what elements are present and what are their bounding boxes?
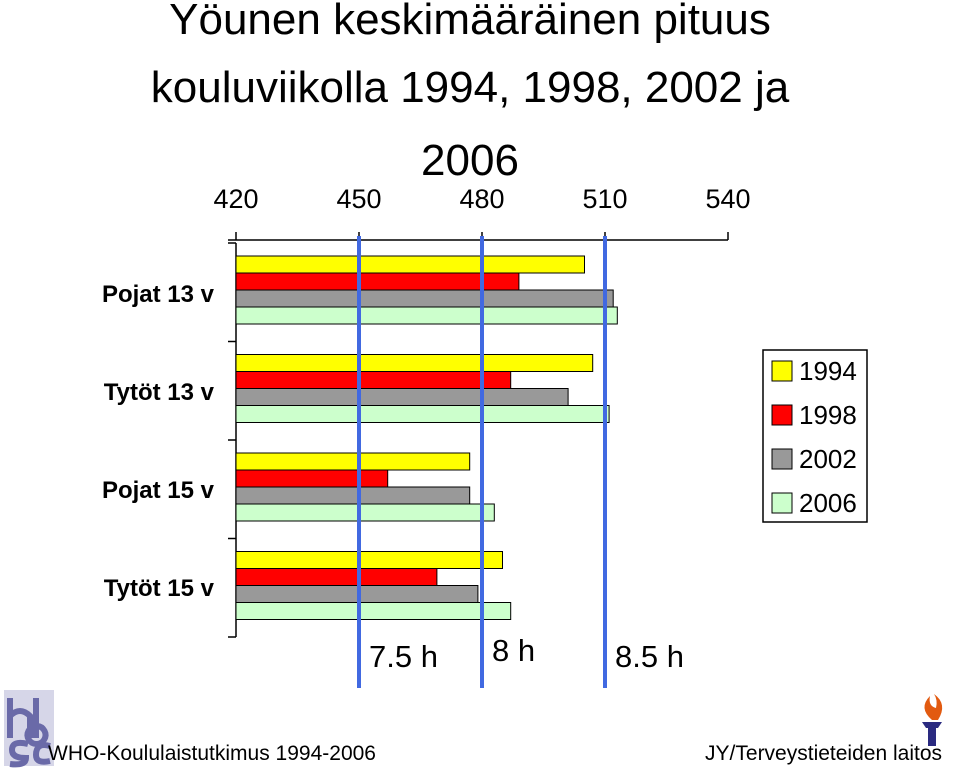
legend: 1994 1998 2002 2006 bbox=[762, 349, 868, 523]
x-tick-label: 450 bbox=[336, 184, 381, 214]
category-label: Tytöt 15 v bbox=[104, 575, 215, 602]
legend-label: 1994 bbox=[799, 356, 857, 386]
x-axis: 420 450 480 510 540 bbox=[213, 184, 751, 241]
title-line-1: Yöunen keskimääräinen pituus bbox=[169, 0, 771, 44]
legend-label: 2006 bbox=[799, 488, 857, 518]
x-tick-label: 420 bbox=[213, 184, 258, 214]
legend-label: 1998 bbox=[799, 400, 857, 430]
category-label: Tytöt 13 v bbox=[104, 379, 215, 406]
reference-label: 7.5 h bbox=[369, 639, 438, 674]
bar-1994-2 bbox=[235, 452, 471, 471]
legend-swatch bbox=[771, 492, 793, 514]
reference-lines: 7.5 h 8 h 8.5 h bbox=[357, 236, 684, 688]
reference-label: 8.5 h bbox=[615, 639, 684, 674]
bar-1998-2 bbox=[235, 469, 389, 488]
title-line-2: kouluviikolla 1994, 1998, 2002 ja bbox=[151, 63, 790, 112]
bars bbox=[235, 255, 618, 620]
bar-2002-1 bbox=[235, 388, 569, 406]
reference-label: 8 h bbox=[492, 633, 535, 668]
x-tick-label: 510 bbox=[582, 184, 627, 214]
bar-2006-0 bbox=[235, 306, 618, 325]
footer-right-text: JY/Terveystieteiden laitos bbox=[705, 742, 942, 765]
bar-1994-3 bbox=[235, 551, 503, 569]
category-axis: Pojat 13 v Tytöt 13 v Pojat 15 v Tytöt 15 v bbox=[102, 242, 237, 638]
bar-2006-2 bbox=[235, 503, 495, 522]
bar-1998-1 bbox=[235, 371, 512, 389]
bar-1998-0 bbox=[235, 272, 520, 291]
x-tick-label: 540 bbox=[705, 184, 750, 214]
hbsc-logo bbox=[4, 690, 54, 768]
bar-2002-0 bbox=[235, 289, 614, 308]
bar-1998-3 bbox=[235, 568, 438, 586]
bar-1994-0 bbox=[235, 255, 585, 274]
bar-2002-3 bbox=[235, 585, 479, 603]
bar-1994-1 bbox=[235, 354, 594, 372]
torch-icon bbox=[922, 694, 943, 746]
footer: WHO-Koululaistutkimus 1994-2006 JY/Terve… bbox=[4, 690, 943, 768]
category-label: Pojat 13 v bbox=[102, 281, 215, 308]
bar-2006-3 bbox=[235, 602, 512, 620]
x-tick-label: 480 bbox=[459, 184, 504, 214]
bar-2002-2 bbox=[235, 486, 471, 505]
legend-swatch bbox=[771, 448, 793, 470]
chart-title: Yöunen keskimääräinen pituus kouluviikoll… bbox=[151, 0, 790, 185]
legend-swatch bbox=[771, 360, 793, 382]
category-label: Pojat 15 v bbox=[102, 477, 215, 504]
footer-left-text: WHO-Koululaistutkimus 1994-2006 bbox=[48, 742, 376, 765]
bar-2006-1 bbox=[235, 405, 610, 423]
legend-swatch bbox=[771, 404, 793, 426]
legend-label: 2002 bbox=[799, 444, 857, 474]
title-line-3: 2006 bbox=[421, 136, 519, 185]
